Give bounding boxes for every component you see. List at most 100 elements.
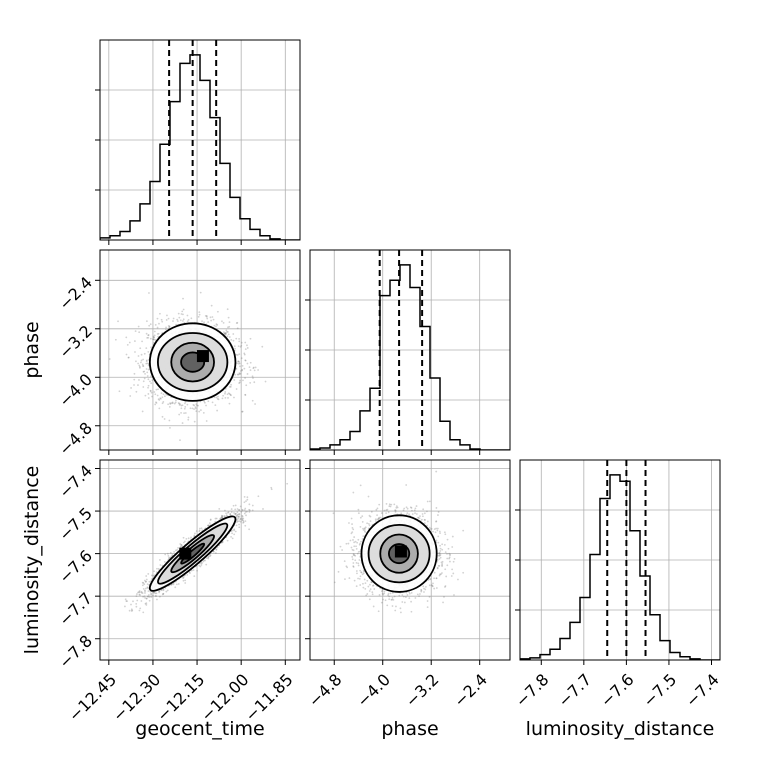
scatter-point <box>244 341 247 344</box>
scatter-point <box>224 333 227 336</box>
scatter-point <box>233 528 236 531</box>
scatter-point <box>127 356 130 359</box>
scatter-point <box>190 317 193 320</box>
scatter-point <box>237 360 240 363</box>
scatter-point <box>226 539 229 542</box>
scatter-point <box>237 362 240 365</box>
scatter-point <box>222 321 225 324</box>
scatter-point <box>238 513 241 516</box>
scatter-point <box>181 404 184 407</box>
scatter-point <box>161 320 164 323</box>
scatter-point <box>150 346 152 349</box>
scatter-point <box>214 520 217 523</box>
scatter-point <box>244 377 246 379</box>
scatter-point <box>144 597 146 599</box>
scatter-point <box>183 541 185 544</box>
scatter-point <box>153 570 156 573</box>
scatter-point <box>196 569 199 572</box>
scatter-point <box>143 589 146 592</box>
scatter-point <box>233 379 236 381</box>
scatter-point <box>198 410 201 413</box>
scatter-point <box>160 589 163 591</box>
scatter-point <box>186 403 189 406</box>
scatter-point <box>228 321 231 324</box>
scatter-point <box>217 395 219 398</box>
scatter-point <box>153 591 155 594</box>
scatter-point <box>243 352 246 355</box>
scatter-point <box>205 557 208 559</box>
scatter-point <box>152 594 154 597</box>
scatter-point <box>172 317 175 320</box>
scatter-point <box>162 592 165 595</box>
scatter-point <box>137 362 140 365</box>
scatter-point <box>248 508 251 511</box>
scatter-point <box>221 516 224 519</box>
scatter-point <box>286 482 289 485</box>
scatter-point <box>157 398 160 401</box>
scatter-point <box>225 332 227 335</box>
scatter-point <box>177 402 180 404</box>
scatter-point <box>147 368 150 371</box>
scatter-point <box>215 396 218 399</box>
scatter-point <box>228 336 231 338</box>
scatter-point <box>168 405 171 408</box>
scatter-point <box>244 359 247 362</box>
scatter-point <box>239 370 242 372</box>
scatter-point <box>146 595 149 598</box>
scatter-point <box>190 536 192 539</box>
scatter-point <box>221 541 224 543</box>
scatter-point <box>234 373 237 376</box>
scatter-point <box>171 402 174 405</box>
scatter-point <box>184 402 186 405</box>
scatter-point <box>154 393 157 396</box>
scatter-point <box>230 383 233 386</box>
scatter-panel-geocent_time-luminosity_distance: −7.8−7.7−7.6−7.5−7.4−12.45−12.30−12.15−1… <box>55 459 301 725</box>
scatter-point <box>152 338 155 341</box>
scatter-point <box>220 516 223 519</box>
scatter-point <box>229 513 232 515</box>
scatter-point <box>155 571 158 574</box>
scatter-point <box>222 394 225 397</box>
scatter-point <box>138 609 141 612</box>
scatter-point <box>152 336 155 339</box>
scatter-point <box>242 519 245 522</box>
scatter-point <box>215 548 218 551</box>
scatter-point <box>173 551 176 553</box>
scatter-point <box>238 372 241 374</box>
scatter-point <box>228 402 231 405</box>
scatter-point <box>146 371 149 374</box>
scatter-point <box>158 591 161 594</box>
scatter-point <box>137 591 140 593</box>
scatter-point <box>150 375 152 378</box>
scatter-point <box>137 591 139 594</box>
scatter-point <box>227 333 230 336</box>
scatter-point <box>145 597 148 600</box>
scatter-point <box>149 323 152 326</box>
scatter-point <box>162 401 165 403</box>
scatter-point <box>139 365 141 368</box>
scatter-point <box>239 372 242 375</box>
scatter-point <box>168 325 171 328</box>
scatter-point <box>230 511 233 514</box>
scatter-point <box>168 325 171 328</box>
scatter-point <box>246 362 249 365</box>
scatter-point <box>236 373 239 376</box>
scatter-point <box>207 524 210 527</box>
scatter-point <box>147 364 150 367</box>
scatter-point <box>243 367 246 370</box>
scatter-point <box>164 395 166 398</box>
scatter-point <box>161 593 164 596</box>
scatter-point <box>182 576 185 579</box>
scatter-point <box>216 310 219 313</box>
scatter-point <box>230 338 233 341</box>
scatter-point <box>209 555 211 558</box>
scatter-point <box>137 355 140 357</box>
scatter-point <box>234 347 237 350</box>
scatter-point <box>135 602 138 605</box>
scatter-point <box>249 369 252 372</box>
scatter-point <box>135 593 138 595</box>
scatter-point <box>236 327 239 330</box>
scatter-point <box>228 385 231 388</box>
scatter-point <box>169 551 172 554</box>
scatter-point <box>143 377 146 380</box>
